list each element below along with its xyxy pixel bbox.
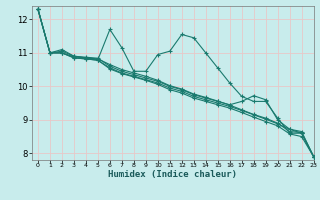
X-axis label: Humidex (Indice chaleur): Humidex (Indice chaleur) [108,170,237,179]
